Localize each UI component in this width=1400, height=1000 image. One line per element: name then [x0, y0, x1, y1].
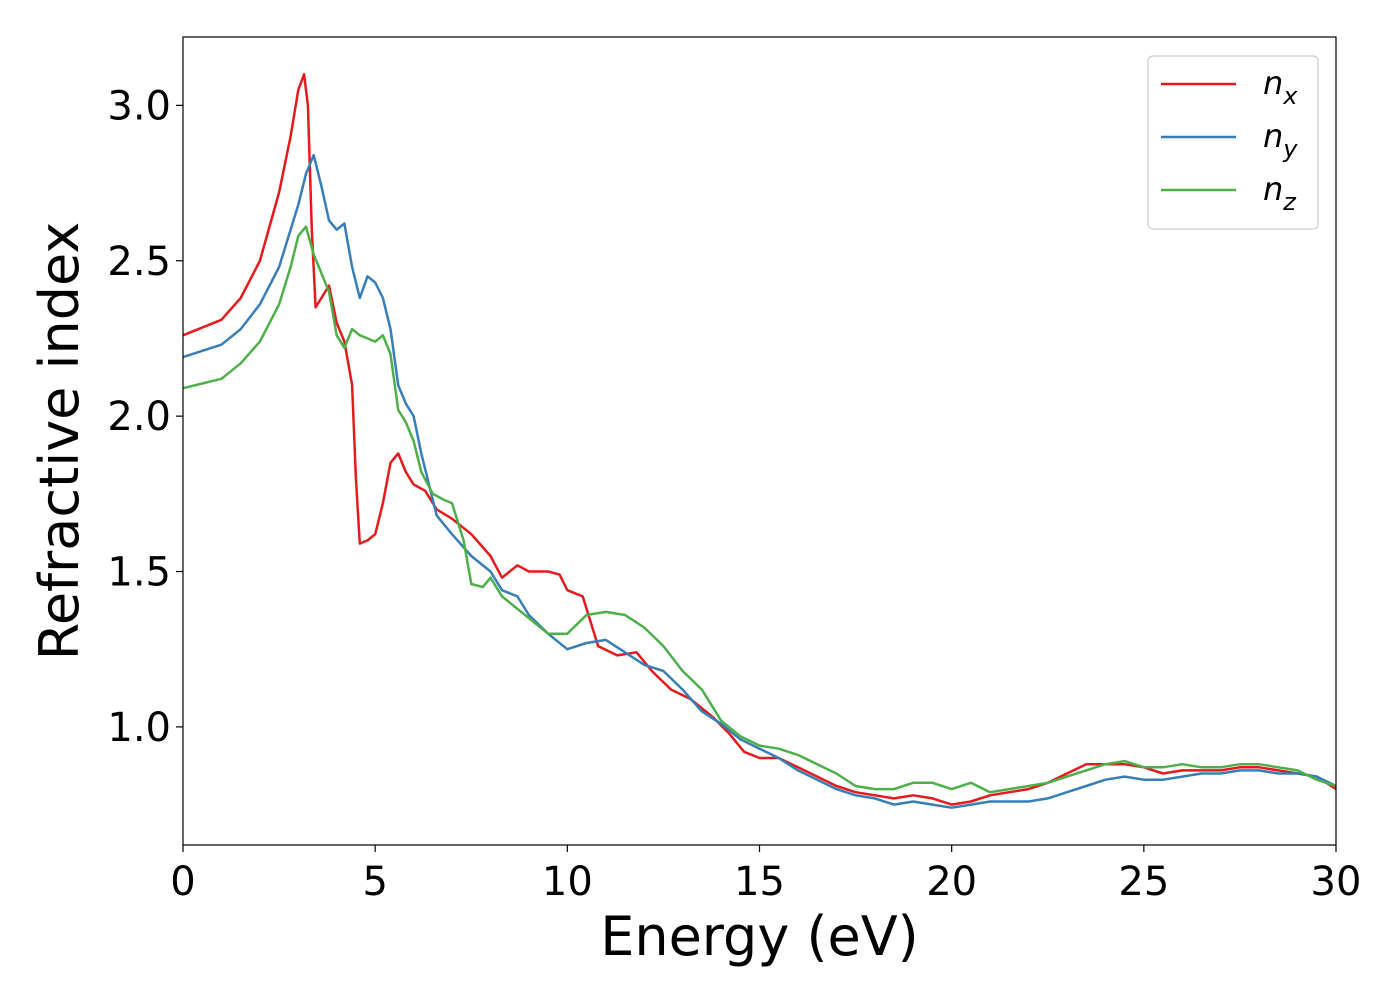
x-tick-label: 0 [170, 859, 195, 905]
series-line-ny [182, 153, 1337, 809]
x-tick-label: 15 [734, 859, 785, 905]
series-line-nx [182, 73, 1337, 806]
y-axis-ticks: 1.0 1.5 2.0 2.5 3.0 [107, 83, 183, 751]
y-tick-label: 1.0 [107, 705, 171, 751]
series-line-nz [182, 225, 1337, 794]
y-axis-title: Refractive index [28, 222, 91, 661]
series-layer [182, 73, 1337, 809]
legend-label-ny: ny [1263, 117, 1298, 163]
x-tick-label: 20 [926, 859, 977, 905]
x-tick-label: 30 [1311, 859, 1362, 905]
legend-label-nz: nz [1263, 170, 1297, 216]
y-tick-label: 3.0 [107, 83, 171, 129]
y-tick-label: 1.5 [107, 550, 171, 596]
legend: nx ny nz [1147, 55, 1319, 230]
x-tick-label: 5 [362, 859, 387, 905]
x-tick-label: 10 [542, 859, 593, 905]
y-tick-label: 2.5 [107, 239, 171, 285]
legend-label-nx: nx [1263, 64, 1298, 110]
x-tick-label: 25 [1118, 859, 1169, 905]
legend-box [1147, 55, 1319, 230]
x-axis-ticks: 0 5 10 15 20 25 30 [170, 845, 1361, 905]
y-tick-label: 2.0 [107, 394, 171, 440]
x-axis-title: Energy (eV) [600, 905, 919, 968]
